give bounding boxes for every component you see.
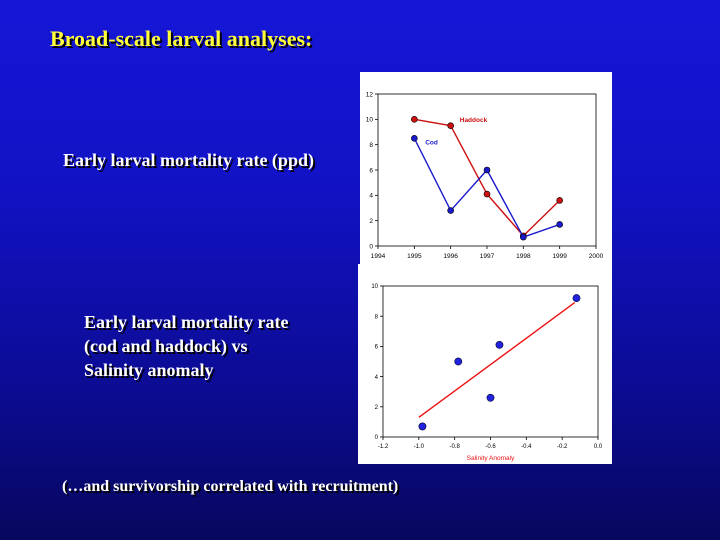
- legend-label-cod: Cod: [425, 140, 438, 147]
- data-point-haddock: [411, 116, 418, 123]
- series-line-haddock: [414, 118, 561, 237]
- data-point-cod: [447, 207, 454, 214]
- scatter-point: [486, 393, 495, 402]
- x-tick-label: 1996: [443, 253, 458, 260]
- mortality-rate-label: Early larval mortality rate (ppd): [63, 150, 314, 170]
- data-point-haddock: [556, 197, 563, 204]
- y-tick-label: 0: [375, 435, 379, 441]
- regression-line: [418, 302, 576, 418]
- x-tick-label: 1995: [407, 253, 422, 260]
- data-point-haddock: [447, 122, 454, 129]
- data-point-cod: [556, 221, 563, 228]
- x-tick-label: 1997: [480, 253, 495, 260]
- label2-line-3: Salinity anomaly: [84, 360, 214, 380]
- mortality-timeseries-panel: 1994 1995 1996 1997 1998 1999 2000 0 2 4 6 8 10 12 Had…: [360, 72, 612, 264]
- mortality-vs-salinity-label: Early larval mortality rate (cod and had…: [84, 310, 288, 382]
- x-tick-label: 1998: [516, 253, 531, 260]
- slide-title: Broad-scale larval analyses:: [50, 26, 313, 51]
- y-tick-label: 4: [369, 193, 373, 200]
- label2-line-1: Early larval mortality rate: [84, 312, 289, 332]
- x-tick-label: 0.0: [594, 444, 603, 450]
- y-tick-label: 10: [371, 284, 378, 290]
- data-point-haddock: [483, 190, 491, 198]
- y-tick-label: 6: [369, 167, 373, 174]
- x-tick-label: -0.6: [485, 444, 496, 450]
- y-tick-label: 2: [375, 405, 379, 411]
- x-tick-label: -0.2: [557, 444, 568, 450]
- y-tick-label: 12: [366, 91, 374, 98]
- legend-label-haddock: Haddock: [460, 117, 488, 124]
- y-tick-label: 8: [375, 314, 379, 320]
- footer-note: (…and survivorship correlated with recru…: [62, 478, 399, 495]
- y-tick-label: 4: [375, 375, 379, 381]
- y-tick-label: 10: [366, 117, 374, 124]
- y-tick-label: 8: [369, 142, 373, 149]
- x-axis-label: Salinity Anomaly: [467, 455, 515, 462]
- data-point-cod: [483, 166, 491, 174]
- scatter-point: [572, 294, 581, 302]
- scatter-point: [418, 422, 427, 431]
- scatter-point: [454, 357, 463, 366]
- data-point-cod: [411, 135, 418, 142]
- y-tick-label: 2: [369, 218, 373, 225]
- x-tick-label: -0.4: [521, 444, 532, 450]
- mortality-timeseries-chart: 1994 1995 1996 1997 1998 1999 2000 0 2 4 6 8 10 12 Had…: [366, 91, 604, 260]
- x-tick-label: 1994: [371, 253, 386, 260]
- x-tick-label: 1999: [552, 253, 567, 260]
- x-tick-label: 2000: [589, 253, 604, 260]
- scatter-point: [495, 340, 504, 349]
- x-tick-label: -1.0: [414, 444, 425, 450]
- data-point-cod: [520, 233, 527, 241]
- salinity-scatter-chart: -1.2 -1.0 -0.8 -0.6 -0.4 -0.2 0.0 0 2 4 6 8 10 Salini…: [371, 284, 603, 462]
- salinity-scatter-panel: -1.2 -1.0 -0.8 -0.6 -0.4 -0.2 0.0 0 2 4 6 8 10 Salini…: [358, 264, 612, 464]
- y-tick-label: 6: [375, 345, 379, 351]
- x-tick-label: -1.2: [378, 444, 389, 450]
- label2-line-2: (cod and haddock) vs: [84, 336, 248, 356]
- x-tick-label: -0.8: [449, 444, 460, 450]
- y-tick-label: 0: [369, 243, 373, 250]
